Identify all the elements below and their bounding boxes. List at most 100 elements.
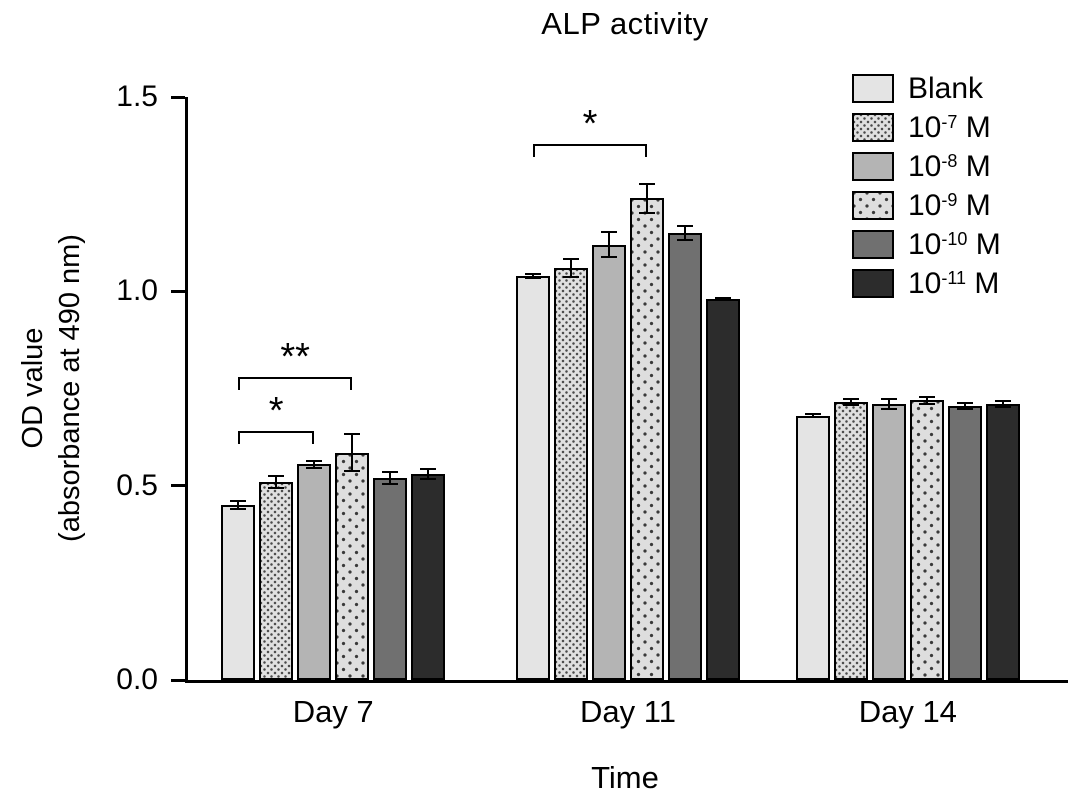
error-bar-cap-top [715,297,731,300]
category-label: Day 7 [292,694,374,729]
error-bar-line [532,272,534,279]
category-label: Day 11 [580,694,676,729]
error-bar-cap-top [842,398,859,401]
x-axis-label: Time [591,760,659,795]
error-bar-cap-bottom [956,407,973,410]
bar [592,244,626,680]
significance-label: * [582,102,598,145]
error-bar-cap-top [268,474,285,477]
error-bar-cap-top [994,400,1011,403]
bar [297,464,332,680]
error-bar-cap-bottom [715,299,731,302]
legend-swatch [852,113,894,142]
category-label: Day 14 [858,694,957,729]
error-bar-cap-bottom [639,211,655,214]
error-bar-line [427,468,430,480]
bar [985,404,1020,680]
error-bar-line [811,413,814,419]
legend-swatch [852,74,894,103]
error-bar-cap-top [230,500,247,503]
error-bar-line [389,470,392,485]
error-bar-cap-bottom [563,275,579,278]
legend-label: 10-8 M [908,149,991,183]
legend-label: 10-9 M [908,188,991,222]
error-bar-cap-top [956,402,973,405]
legend-item: 10-11 M [852,266,1001,300]
significance-bracket [533,143,647,157]
bar [871,404,906,680]
error-bar-line [1001,400,1004,408]
error-bar-line [351,433,354,473]
error-bar-cap-bottom [525,276,541,279]
y-tick-label: 1.5 [116,80,158,113]
error-bar-cap-bottom [230,507,247,510]
legend-item: Blank [852,71,1001,105]
error-bar-cap-top [677,225,693,228]
error-bar-cap-bottom [306,466,323,469]
bar [411,474,446,680]
error-bar-line [237,500,240,510]
error-bar-line [275,474,278,489]
legend-swatch [852,191,894,220]
significance-label: ** [280,335,310,378]
error-bar-cap-bottom [804,416,821,419]
bar [706,299,740,680]
error-bar-cap-top [382,470,399,473]
error-bar-line [849,398,852,406]
error-bar-cap-top [639,182,655,185]
bar [630,198,664,680]
legend-swatch [852,269,894,298]
error-bar-cap-top [420,468,437,471]
error-bar-line [925,395,928,405]
legend-label: 10-7 M [908,110,991,144]
y-tick-mark [171,289,185,293]
y-tick-mark [171,678,185,682]
error-bar-cap-bottom [994,405,1011,408]
legend-label: Blank [908,71,984,105]
error-bar-cap-bottom [382,482,399,485]
error-bar-cap-top [601,231,617,234]
error-bar-line [570,258,572,278]
legend: Blank 10-7 M 10-8 M 10-9 M 10-10 M 10-11 M [852,71,1001,308]
y-tick-mark [171,484,185,488]
error-bar-cap-top [344,433,361,436]
error-bar-cap-bottom [918,402,935,405]
bar [909,400,944,680]
y-tick-label: 0.5 [116,468,158,502]
legend-item: 10-7 M [852,110,1001,144]
bar [554,268,588,680]
error-bar-cap-bottom [344,470,361,473]
legend-swatch [852,152,894,181]
error-bar-cap-bottom [420,477,437,480]
bar [221,505,256,680]
error-bar-cap-top [306,459,323,462]
error-bar-line [608,231,610,259]
y-tick-label: 0.0 [116,663,158,696]
bar [668,233,702,680]
y-tick-label: 1.0 [116,274,158,308]
error-bar-cap-bottom [677,238,693,241]
error-bar-line [313,459,316,469]
bar [833,402,868,680]
error-bar-cap-bottom [842,404,859,406]
legend-swatch [852,230,894,259]
error-bar-cap-bottom [880,407,897,410]
error-bar-cap-top [563,258,579,261]
bar [516,275,550,680]
bar [795,415,830,680]
significance-label: * [268,390,284,433]
significance-bracket [238,376,353,390]
y-axis-label-line2: (absorbance at 490 nm) [54,234,86,542]
chart-title: ALP activity [541,6,709,41]
error-bar-line [887,398,890,410]
bar [947,406,982,680]
legend-label: 10-10 M [908,227,1001,261]
bar [335,452,370,680]
significance-bracket [238,431,315,445]
error-bar-cap-bottom [268,486,285,489]
legend-label: 10-11 M [908,266,1000,300]
plot-area: 0.0 0.5 1.0 1.5 Day 7 Day 11 Day 14 * ** * [116,80,1068,729]
error-bar-line [646,182,648,214]
legend-item: 10-9 M [852,188,1001,222]
